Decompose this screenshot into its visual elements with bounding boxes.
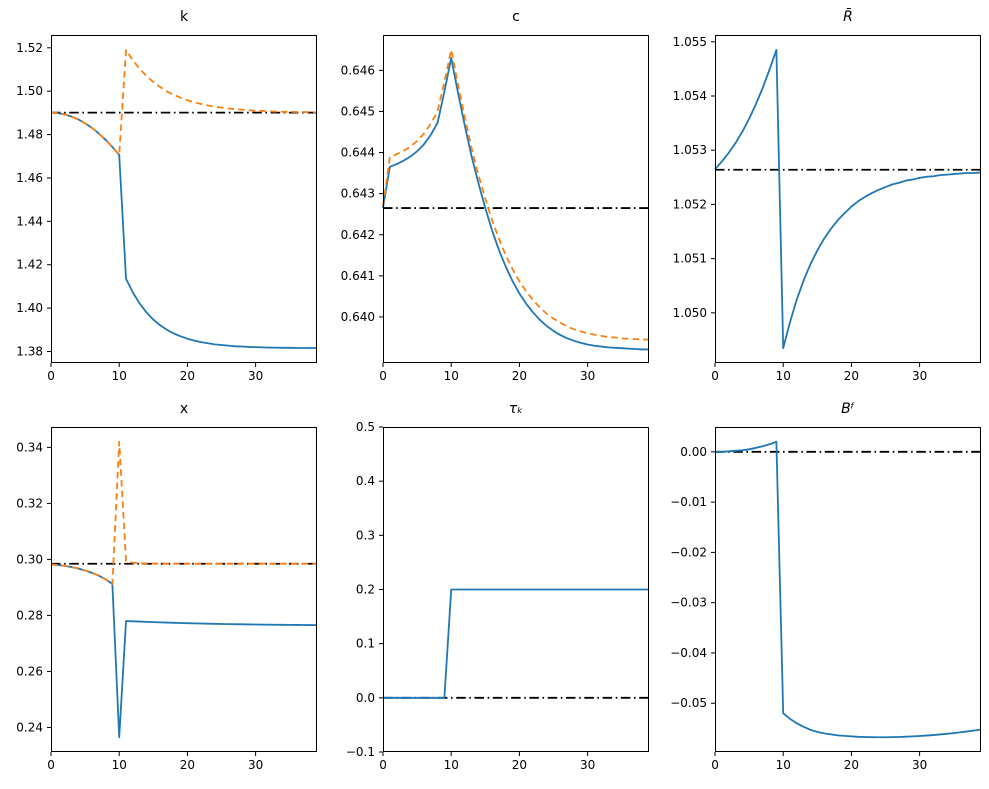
- series-blue-solid: [50, 563, 318, 739]
- subplot-rbar-title: R̄: [843, 9, 853, 25]
- y-tick-label: 0.30: [16, 552, 43, 566]
- y-tick-label: 1.44: [16, 214, 43, 228]
- y-tick-label: 0.3: [356, 528, 375, 542]
- x-tick-label: 30: [912, 369, 927, 383]
- y-tick-label: 0.644: [341, 146, 375, 160]
- axes: 0 10 20 30 −0.05 −0.04 −0.03 −0.02 −0.01 0.00: [670, 427, 982, 772]
- y-tick-label: −0.01: [670, 495, 707, 509]
- y-tick-label: 0.640: [341, 310, 375, 324]
- x-tick-label: 30: [912, 758, 927, 772]
- x-tick-label: 20: [844, 369, 859, 383]
- x-tick-label: 30: [580, 758, 595, 772]
- y-tick-label: 0.2: [356, 583, 375, 597]
- x-tick-label: 0: [711, 758, 719, 772]
- y-tick-label: 0.24: [16, 720, 43, 734]
- y-tick-label: 0.646: [341, 63, 375, 77]
- subplot-c: c 0 10 20 30 0.640 0.641 0.642 0.643 0.644 0.645 0…: [341, 9, 649, 383]
- y-tick-label: 0.5: [356, 420, 375, 434]
- subplot-c-title: c: [512, 9, 520, 25]
- subplot-k-title: k: [179, 9, 189, 25]
- y-tick-label: 1.42: [16, 258, 43, 272]
- y-tick-label: 0.28: [16, 608, 43, 622]
- axes-frame: [715, 35, 981, 363]
- y-tick-label: −0.05: [670, 696, 707, 710]
- y-tick-label: −0.04: [670, 646, 707, 660]
- axes: 0 10 20 30 1.38 1.40 1.42 1.44 1.46 1.48 1.50 1.52: [16, 35, 317, 383]
- subplot-k: k 0 10 20 30 1.38 1.40 1.42 1.44 1.46 1.48 1.50 1.5…: [16, 9, 317, 383]
- x-tick-label: 0: [47, 758, 55, 772]
- axes: 0 10 20 30 0.24 0.26 0.28 0.30 0.32 0.34: [16, 427, 318, 772]
- y-tick-label: 0.34: [16, 440, 43, 454]
- axes: 0 10 20 30 1.050 1.051 1.052 1.053 1.054 1.055: [673, 35, 982, 383]
- x-tick-label: 30: [580, 369, 595, 383]
- y-tick-label: 1.40: [16, 301, 43, 315]
- y-tick-label: 1.52: [16, 41, 43, 55]
- x-tick-label: 20: [180, 369, 195, 383]
- y-tick-label: 1.50: [16, 84, 43, 98]
- y-tick-label: 1.054: [673, 89, 707, 103]
- series-blue-solid: [383, 588, 649, 699]
- axes-frame: [383, 35, 649, 363]
- x-tick-label: 20: [512, 369, 527, 383]
- subplot-x: x 0 10 20 30 0.24 0.26 0.28 0.30 0.32 0.34: [16, 401, 318, 772]
- y-tick-label: 1.38: [16, 345, 43, 359]
- y-tick-label: 1.050: [673, 306, 707, 320]
- subplot-bf-title: Bᶠ: [841, 401, 855, 417]
- y-tick-label: 1.48: [16, 128, 43, 142]
- y-tick-label: 0.0: [356, 691, 375, 705]
- y-tick-label: 1.053: [673, 143, 707, 157]
- y-tick-label: 0.4: [356, 474, 375, 488]
- x-tick-label: 30: [248, 369, 263, 383]
- y-tick-label: −0.02: [670, 545, 707, 559]
- subplot-x-title: x: [179, 401, 189, 417]
- subplot-rbar: R̄ 0 10 20 30 1.050 1.051 1.052 1.053 1.054 1.055: [673, 9, 982, 383]
- y-tick-label: −0.1: [346, 745, 375, 759]
- series-blue-solid: [715, 440, 982, 739]
- series-orange-dashed: [50, 440, 317, 585]
- y-tick-label: 0.641: [341, 269, 375, 283]
- axes: 0 10 20 30 −0.1 0.0 0.1 0.2 0.3 0.4 0.5: [346, 420, 649, 772]
- y-tick-label: 0.32: [16, 496, 43, 510]
- subplot-tauk: τₖ 0 10 20 30 −0.1 0.0 0.1 0.2 0.3 0.4 0.5: [346, 401, 649, 772]
- x-tick-label: 10: [112, 369, 127, 383]
- axes-frame: [51, 427, 317, 752]
- x-tick-label: 10: [112, 758, 127, 772]
- series-blue-solid: [50, 111, 317, 349]
- x-tick-label: 10: [444, 369, 459, 383]
- x-tick-label: 20: [512, 758, 527, 772]
- x-tick-label: 0: [711, 369, 719, 383]
- axes: 0 10 20 30 0.640 0.641 0.642 0.643 0.644 0.645 0.6…: [341, 35, 649, 383]
- x-tick-label: 0: [379, 369, 387, 383]
- axes-frame: [51, 35, 317, 363]
- y-tick-label: 1.052: [673, 197, 707, 211]
- y-tick-label: 0.642: [341, 228, 375, 242]
- y-tick-label: 1.055: [673, 35, 707, 49]
- y-tick-label: 0.1: [356, 637, 375, 651]
- y-tick-label: 0.26: [16, 664, 43, 678]
- axes-frame: [383, 427, 649, 752]
- x-tick-label: 10: [776, 758, 791, 772]
- series-orange-dashed: [382, 48, 649, 341]
- series-blue-solid: [382, 57, 649, 351]
- x-tick-label: 10: [776, 369, 791, 383]
- series-blue-solid: [714, 49, 982, 349]
- y-tick-label: −0.03: [670, 596, 707, 610]
- x-tick-label: 0: [379, 758, 387, 772]
- y-tick-label: 0.00: [680, 445, 707, 459]
- x-tick-label: 20: [180, 758, 195, 772]
- x-tick-label: 20: [844, 758, 859, 772]
- y-tick-label: 0.645: [341, 104, 375, 118]
- x-tick-label: 10: [444, 758, 459, 772]
- axes-frame: [715, 427, 981, 752]
- y-tick-label: 1.46: [16, 171, 43, 185]
- subplot-tauk-title: τₖ: [508, 401, 524, 417]
- x-tick-label: 30: [248, 758, 263, 772]
- y-tick-label: 1.051: [673, 252, 707, 266]
- subplot-bf: Bᶠ 0 10 20 30 −0.05 −0.04 −0.03 −0.02 −0.01 0.00: [670, 401, 982, 772]
- y-tick-label: 0.643: [341, 187, 375, 201]
- series-orange-dashed: [50, 49, 317, 156]
- x-tick-label: 0: [47, 369, 55, 383]
